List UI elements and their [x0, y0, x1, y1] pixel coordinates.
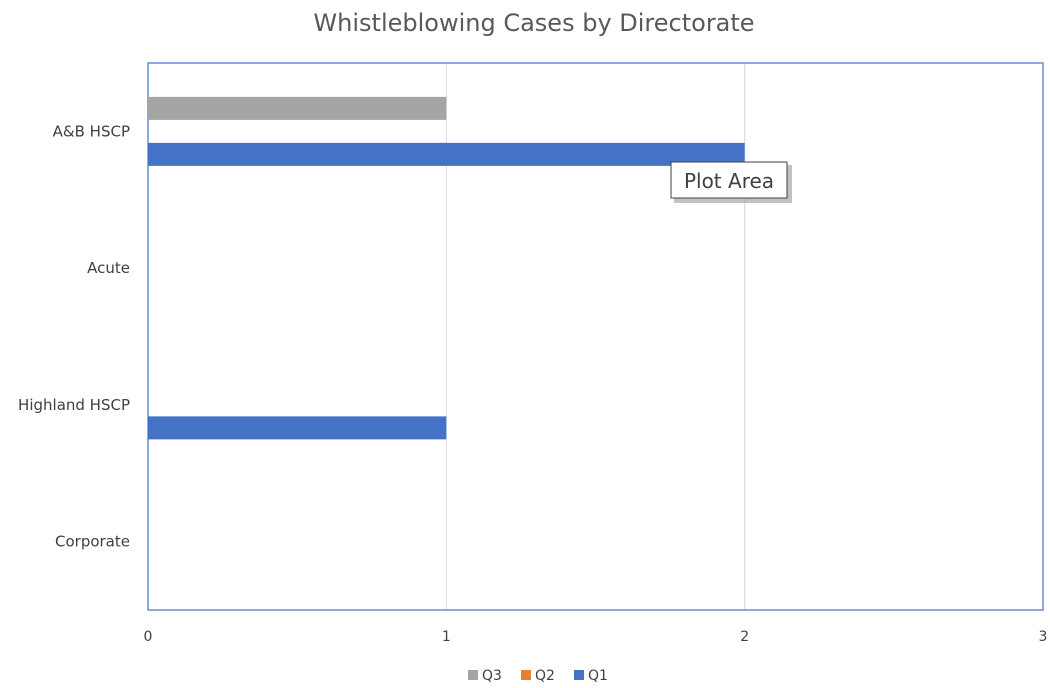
legend-label: Q2	[535, 668, 555, 684]
tooltip-text: Plot Area	[684, 169, 774, 193]
bar-q1[interactable]	[148, 142, 745, 166]
category-labels: A&B HSCP Acute Highland HSCP Corporate	[18, 122, 130, 550]
legend-swatch	[574, 670, 584, 680]
x-tick-label: 3	[1039, 629, 1048, 645]
legend-label: Q1	[588, 668, 608, 684]
x-tick-label: 0	[144, 629, 153, 645]
legend-swatch	[521, 670, 531, 680]
category-label: Highland HSCP	[18, 396, 130, 414]
category-label: A&B HSCP	[53, 122, 130, 140]
bars	[148, 96, 745, 440]
tooltip: Plot Area	[670, 161, 792, 203]
x-tick-labels: 0 1 2 3	[144, 629, 1048, 645]
x-tick-label: 1	[442, 629, 451, 645]
category-label: Acute	[87, 259, 130, 277]
bar-q1[interactable]	[148, 416, 447, 440]
legend-swatch	[468, 670, 478, 680]
x-tick-label: 2	[740, 629, 749, 645]
legend-label: Q3	[482, 668, 502, 684]
plot-area[interactable]	[147, 62, 1044, 611]
legend[interactable]: Q3 Q2 Q1	[468, 668, 608, 684]
category-label: Corporate	[55, 533, 130, 551]
chart-title: Whistleblowing Cases by Directorate	[313, 9, 754, 37]
bar-q3[interactable]	[148, 96, 447, 120]
